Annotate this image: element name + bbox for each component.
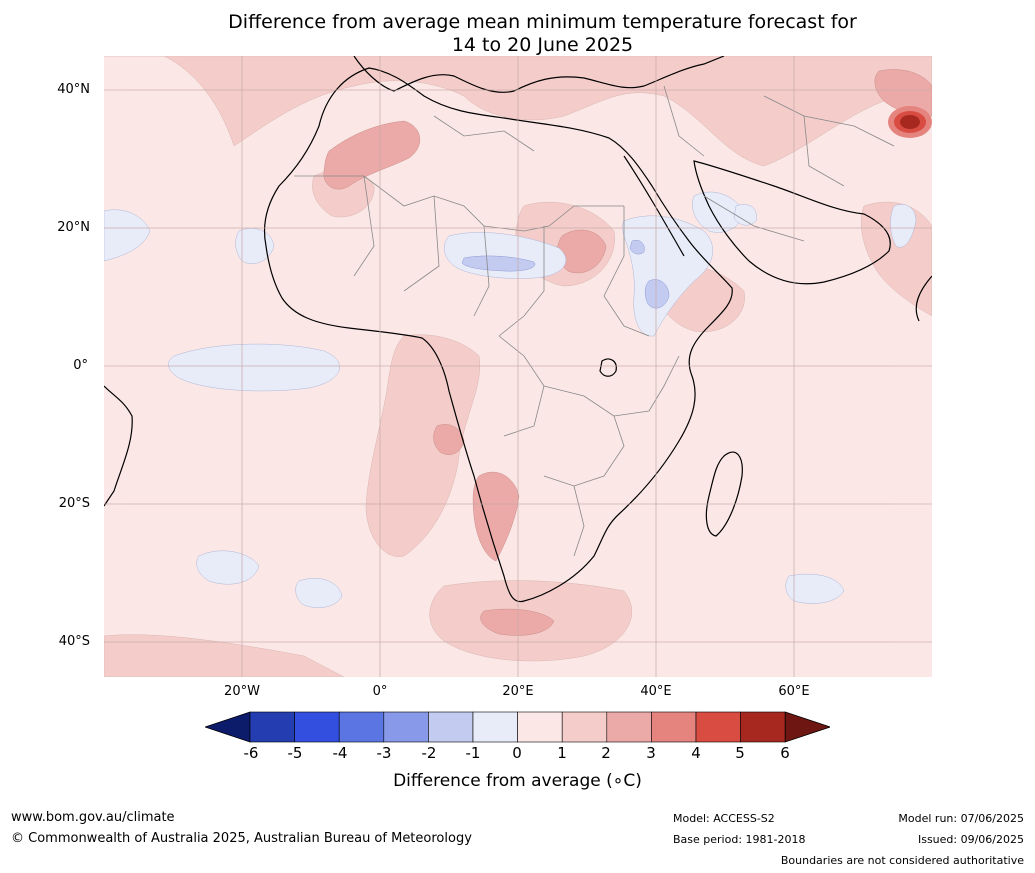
map-title-line1: Difference from average mean minimum tem… <box>228 11 857 33</box>
colorbar-tick: 5 <box>735 744 745 762</box>
colorbar-label: Difference from average (∘C) <box>393 771 642 791</box>
lon-label-20e: 20°E <box>502 684 534 699</box>
colorbar-tick: 4 <box>691 744 701 762</box>
anomaly-neg2-neg1-regions <box>461 240 670 309</box>
lat-label-40n: 40°N <box>57 82 90 97</box>
colorbar-tick: -5 <box>287 744 303 762</box>
colorbar-tick: 0 <box>512 744 522 762</box>
colorbar-tick: -2 <box>421 744 437 762</box>
lon-label-60e: 60°E <box>778 684 810 699</box>
india-edge <box>915 275 932 322</box>
colorbar-segment <box>517 711 563 743</box>
country-borders <box>294 85 895 557</box>
footer-url[interactable]: www.bom.gov.au/climate <box>11 810 175 825</box>
anomaly-hotspot <box>888 106 932 138</box>
footer-disclaimer: Boundaries are not considered authoritat… <box>780 854 1024 867</box>
colorbar-tick: 2 <box>601 744 611 762</box>
lat-label-20s: 20°S <box>58 496 90 511</box>
colorbar-tick: 3 <box>646 744 656 762</box>
colorbar-segment <box>695 711 741 743</box>
red-sea <box>623 155 685 257</box>
colorbar-segment <box>294 711 340 743</box>
arabia-coast <box>693 160 891 285</box>
footer-issued: Issued: 09/06/2025 <box>917 833 1024 846</box>
coastlines <box>104 56 932 603</box>
colorbar-segment <box>561 711 608 743</box>
lon-label-40e: 40°E <box>640 684 672 699</box>
colorbar-tick: -4 <box>332 744 348 762</box>
south-america-edge <box>104 385 133 507</box>
colorbar <box>205 711 830 743</box>
footer-copyright: © Commonwealth of Australia 2025, Austra… <box>11 831 472 846</box>
colorbar-segment <box>606 711 652 743</box>
colorbar-extend-low <box>205 711 251 743</box>
colorbar-segment <box>472 711 518 743</box>
anomaly-neg1-0-regions <box>104 191 917 608</box>
colorbar-segment <box>249 711 295 743</box>
footer-model: Model: ACCESS-S2 <box>673 812 775 825</box>
europe-coast <box>353 56 725 93</box>
anomaly-map <box>104 56 932 677</box>
colorbar-tick: 1 <box>557 744 567 762</box>
lon-label-20w: 20°W <box>224 684 260 699</box>
colorbar-tick: -6 <box>243 744 259 762</box>
colorbar-tick: -1 <box>465 744 481 762</box>
lat-label-equator: 0° <box>73 358 88 373</box>
colorbar-segment <box>338 711 385 743</box>
anomaly-2-3-regions <box>323 69 932 636</box>
lat-label-40s: 40°S <box>58 634 90 649</box>
colorbar-extend-high <box>784 711 830 743</box>
africa-coast <box>263 67 733 603</box>
colorbar-segment <box>383 711 429 743</box>
lake-victoria <box>599 358 617 377</box>
lat-label-20n: 20°N <box>57 220 90 235</box>
footer-model-run: Model run: 07/06/2025 <box>898 812 1024 825</box>
lon-label-0: 0° <box>372 684 388 699</box>
colorbar-segment <box>428 711 474 743</box>
colorbar-segment <box>740 711 786 743</box>
colorbar-segment <box>651 711 697 743</box>
madagascar-coast <box>705 451 743 537</box>
colorbar-tick: 6 <box>780 744 790 762</box>
colorbar-tick: -3 <box>376 744 392 762</box>
map-title-line2: 14 to 20 June 2025 <box>451 34 634 56</box>
footer-base-period: Base period: 1981-2018 <box>673 833 806 846</box>
graticule <box>104 56 932 677</box>
